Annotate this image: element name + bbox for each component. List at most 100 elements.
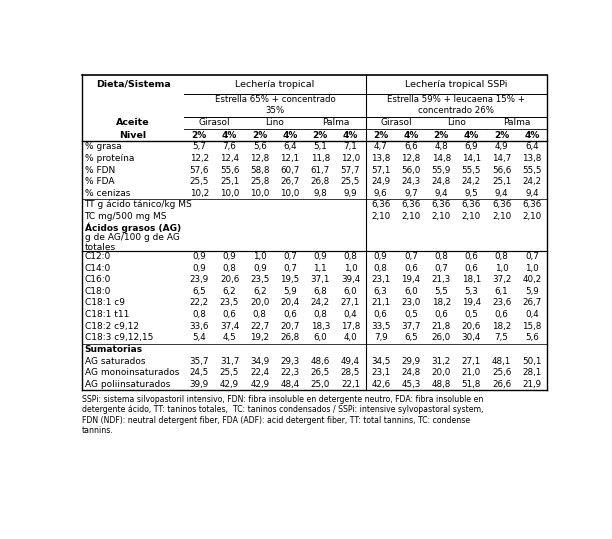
Text: 10,0: 10,0: [250, 189, 269, 198]
Text: 6,36: 6,36: [492, 201, 511, 210]
Text: 26,5: 26,5: [311, 368, 330, 377]
Text: 23,5: 23,5: [220, 299, 239, 307]
Text: AG saturados: AG saturados: [84, 356, 145, 365]
Text: 0,8: 0,8: [223, 264, 236, 273]
Text: 40,2: 40,2: [522, 275, 542, 284]
Text: 5,9: 5,9: [525, 287, 539, 296]
Text: 4,9: 4,9: [495, 142, 509, 151]
Text: 21,0: 21,0: [462, 368, 481, 377]
Text: 42,9: 42,9: [220, 380, 239, 389]
Text: % proteína: % proteína: [84, 154, 134, 163]
Text: 18,2: 18,2: [492, 322, 511, 330]
Text: Lechería tropical SSPi: Lechería tropical SSPi: [405, 80, 507, 89]
Text: 45,3: 45,3: [401, 380, 420, 389]
Text: 6,4: 6,4: [283, 142, 297, 151]
Text: 12,8: 12,8: [401, 154, 420, 163]
Text: 5,1: 5,1: [313, 142, 327, 151]
Text: 10,0: 10,0: [220, 189, 239, 198]
Text: 25,5: 25,5: [220, 368, 239, 377]
Text: 5,6: 5,6: [525, 333, 539, 342]
Text: 48,6: 48,6: [311, 356, 330, 365]
Text: 14,7: 14,7: [492, 154, 511, 163]
Text: 13,8: 13,8: [522, 154, 542, 163]
Text: 24,8: 24,8: [401, 368, 420, 377]
Text: 2%: 2%: [433, 131, 449, 140]
Text: 61,7: 61,7: [311, 165, 330, 175]
Text: 20,4: 20,4: [280, 299, 300, 307]
Text: 6,6: 6,6: [404, 142, 418, 151]
Text: 0,6: 0,6: [465, 264, 479, 273]
Text: TT g ácido tánico/kg MS: TT g ácido tánico/kg MS: [84, 201, 192, 210]
Text: 37,2: 37,2: [492, 275, 512, 284]
Text: 6,2: 6,2: [223, 287, 236, 296]
Text: 33,6: 33,6: [190, 322, 209, 330]
Text: 24,3: 24,3: [401, 177, 420, 186]
Text: SSPi: sistema silvopastoril intensivo, FDN: fibra insoluble en detergente neutro: SSPi: sistema silvopastoril intensivo, F…: [82, 395, 483, 436]
Text: Nivel: Nivel: [119, 131, 147, 140]
Text: 4%: 4%: [464, 131, 479, 140]
Text: 4,7: 4,7: [374, 142, 387, 151]
Text: 58,8: 58,8: [250, 165, 269, 175]
Text: Ácidos grasos (AG): Ácidos grasos (AG): [84, 223, 181, 233]
Text: 24,2: 24,2: [462, 177, 481, 186]
Text: Lino: Lino: [447, 119, 466, 128]
Text: 24,2: 24,2: [311, 299, 330, 307]
Text: 21,1: 21,1: [371, 299, 390, 307]
Text: 0,4: 0,4: [525, 310, 539, 319]
Text: C12:0: C12:0: [84, 252, 111, 261]
Text: 4,0: 4,0: [343, 333, 357, 342]
Text: 1,0: 1,0: [343, 264, 357, 273]
Text: 22,7: 22,7: [250, 322, 269, 330]
Text: 48,8: 48,8: [431, 380, 451, 389]
Text: 24,2: 24,2: [522, 177, 542, 186]
Text: 39,4: 39,4: [341, 275, 360, 284]
Text: 6,36: 6,36: [462, 201, 481, 210]
Text: Lino: Lino: [266, 119, 285, 128]
Text: 55,5: 55,5: [522, 165, 542, 175]
Text: 20,6: 20,6: [220, 275, 239, 284]
Text: 6,3: 6,3: [374, 287, 387, 296]
Text: 18,3: 18,3: [310, 322, 330, 330]
Text: Girasol: Girasol: [198, 119, 230, 128]
Text: 21,9: 21,9: [522, 380, 542, 389]
Text: 0,9: 0,9: [374, 252, 387, 261]
Text: 14,1: 14,1: [462, 154, 481, 163]
Text: Dieta/Sistema: Dieta/Sistema: [96, 80, 171, 89]
Text: Girasol: Girasol: [380, 119, 412, 128]
Text: 57,7: 57,7: [341, 165, 360, 175]
Text: 29,9: 29,9: [401, 356, 420, 365]
Text: 0,7: 0,7: [283, 264, 297, 273]
Text: 56,0: 56,0: [401, 165, 420, 175]
Text: 26,7: 26,7: [522, 299, 542, 307]
Text: Lechería tropical: Lechería tropical: [235, 80, 315, 89]
Text: 7,5: 7,5: [494, 333, 509, 342]
Text: 19,5: 19,5: [280, 275, 300, 284]
Text: 34,9: 34,9: [250, 356, 269, 365]
Text: 2,10: 2,10: [401, 212, 420, 221]
Text: 12,1: 12,1: [280, 154, 299, 163]
Text: 26,8: 26,8: [311, 177, 330, 186]
Text: 2%: 2%: [494, 131, 509, 140]
Text: 6,0: 6,0: [404, 287, 418, 296]
Text: 10,2: 10,2: [190, 189, 209, 198]
Text: 0,9: 0,9: [223, 252, 236, 261]
Text: % FDN: % FDN: [84, 165, 115, 175]
Text: 5,4: 5,4: [192, 333, 206, 342]
Text: 6,0: 6,0: [313, 333, 327, 342]
Text: 56,6: 56,6: [492, 165, 511, 175]
Text: 6,36: 6,36: [522, 201, 542, 210]
Text: Aceite: Aceite: [116, 119, 150, 128]
Text: 23,1: 23,1: [371, 368, 390, 377]
Text: 2,10: 2,10: [492, 212, 511, 221]
Text: 20,0: 20,0: [250, 299, 269, 307]
Text: 0,7: 0,7: [283, 252, 297, 261]
Text: C18:2 c9,12: C18:2 c9,12: [84, 322, 138, 330]
Text: 25,8: 25,8: [250, 177, 269, 186]
Text: TC mg/500 mg MS: TC mg/500 mg MS: [84, 212, 167, 221]
Text: 55,9: 55,9: [431, 165, 451, 175]
Text: 34,5: 34,5: [371, 356, 390, 365]
Text: 25,1: 25,1: [492, 177, 511, 186]
Text: 18,1: 18,1: [462, 275, 481, 284]
Text: 23,1: 23,1: [371, 275, 390, 284]
Text: 48,1: 48,1: [492, 356, 511, 365]
